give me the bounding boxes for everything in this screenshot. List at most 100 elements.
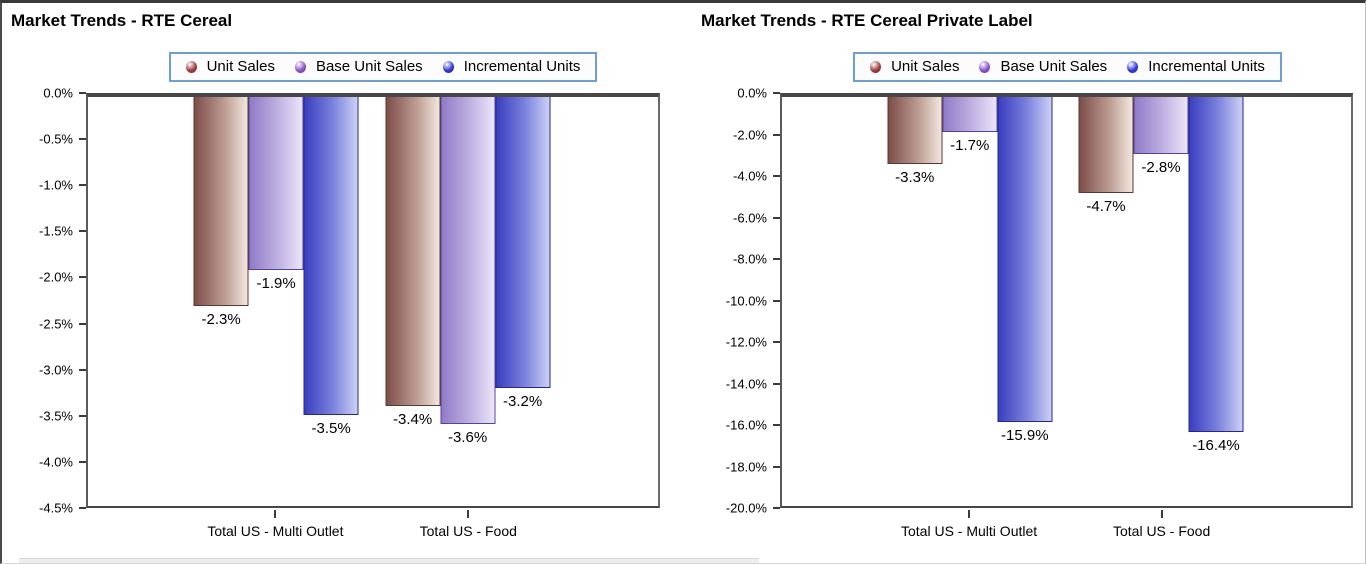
y-axis: 0.0% -0.5% -1.0% -1.5% -2.0% -2.5% -3.0% -3.5% -… [2, 86, 86, 516]
y-axis-tick-label: 0.0% [43, 85, 73, 101]
bar-incremental-units [1188, 97, 1244, 433]
y-axis-tick-mark [79, 414, 86, 417]
x-axis-tick-mark [467, 510, 470, 518]
chart-title: Market Trends - RTE Cereal Private Label [701, 11, 1033, 30]
y-axis-tick-label: -8.0% [733, 251, 767, 267]
y-axis-tick-mark [79, 507, 86, 509]
y-axis-tick-mark [79, 322, 86, 325]
y-axis-tick-label: -16.0% [725, 417, 767, 433]
y-axis-tick-mark [79, 276, 86, 279]
y-axis-tick-mark [773, 216, 780, 219]
legend-label: Unit Sales [206, 58, 275, 75]
legend-label: Base Unit Sales [1000, 58, 1108, 75]
bar-cell: -16.4% [1188, 97, 1244, 506]
legend-label: Base Unit Sales [315, 58, 423, 75]
legend: Unit Sales Base Unit Sales Incremental Uni… [853, 52, 1282, 82]
y-axis-tick-label: -0.5% [39, 131, 73, 147]
bar-value-label: -15.9% [1001, 427, 1049, 445]
y-axis-tick-mark [773, 133, 780, 136]
legend-item: Unit Sales [870, 58, 959, 75]
bar-group: -3.4% -3.6% -3.2% [385, 97, 551, 506]
y-axis-tick-mark [79, 184, 86, 187]
bar-value-label: -2.3% [201, 311, 241, 329]
y-axis-tick-label: -20.0% [725, 500, 767, 516]
bar-cell: -3.3% [887, 97, 943, 506]
bar-value-label: -3.4% [393, 411, 433, 429]
bar-base-unit-sales [1133, 97, 1189, 155]
y-axis: 0.0% -2.0% -4.0% -6.0% -8.0% -10.0% -12.0% -14.… [692, 86, 780, 516]
y-axis-tick-label: -4.0% [733, 168, 767, 184]
x-axis: Total US - Multi Outlet Total US - Food [86, 508, 660, 553]
bar-cell: -1.9% [248, 97, 304, 506]
y-axis-tick-label: -2.0% [39, 269, 73, 285]
bar-value-label: -1.9% [256, 274, 296, 292]
y-axis-tick-mark [773, 299, 780, 302]
legend-item: Incremental Units [1127, 58, 1265, 75]
bar-cell: -3.5% [303, 97, 359, 506]
x-axis-tick-mark [968, 510, 971, 518]
legend-item: Base Unit Sales [979, 58, 1107, 75]
chart-panel-rte-cereal: Market Trends - RTE Cereal Unit Sales Bas… [2, 3, 692, 563]
bar-cell: -3.6% [440, 97, 496, 506]
y-axis-tick-label: -14.0% [725, 376, 767, 391]
y-axis-tick-mark [79, 460, 86, 463]
y-axis-tick-label: -18.0% [725, 459, 767, 474]
bar-base-unit-sales [942, 97, 998, 132]
bar-value-label: -3.2% [503, 392, 543, 410]
x-axis-tick-mark [274, 510, 277, 518]
legend-item: Incremental Units [442, 58, 581, 75]
legend-series-dot-icon [442, 60, 454, 73]
chart-title: Market Trends - RTE Cereal [11, 11, 233, 30]
bar-group: -2.3% -1.9% -3.5% [193, 97, 359, 506]
bar-value-label: -3.5% [311, 420, 351, 438]
bar-value-label: -4.7% [1086, 198, 1126, 216]
y-axis-tick-label: -6.0% [733, 210, 767, 225]
legend-item: Base Unit Sales [294, 58, 423, 75]
x-axis-tick-mark [1160, 510, 1163, 518]
bar-value-label: -2.8% [1141, 159, 1181, 177]
legend-series-dot-icon [185, 60, 197, 73]
x-axis-category-label: Total US - Food [1112, 523, 1211, 539]
plot-area: -3.3% -1.7% -15.9% -4.7% -2.8% -16.4% [780, 93, 1353, 508]
y-axis-tick-mark [773, 175, 780, 177]
y-axis-tick-label: -12.0% [725, 334, 767, 350]
bar-cell: -3.2% [495, 97, 551, 506]
y-axis-tick-mark [79, 368, 86, 371]
bar-base-unit-sales [248, 97, 304, 270]
legend-series-dot-icon [870, 60, 882, 73]
bar-unit-sales [1078, 97, 1134, 194]
bar-cell: -15.9% [997, 97, 1053, 506]
y-axis-tick-mark [79, 138, 86, 141]
y-axis-tick-mark [773, 465, 780, 468]
y-axis-tick-label: -4.5% [39, 500, 73, 516]
bar-unit-sales [193, 97, 249, 307]
y-axis-tick-label: -2.0% [733, 127, 767, 142]
y-axis-tick-mark [773, 424, 780, 426]
bar-unit-sales [385, 97, 441, 407]
y-axis-tick-label: -1.5% [39, 223, 73, 239]
y-axis-tick-mark [773, 92, 780, 94]
bar-base-unit-sales [440, 97, 496, 425]
x-axis: Total US - Multi Outlet Total US - Food [780, 508, 1353, 553]
legend-series-dot-icon [1127, 60, 1139, 73]
y-axis-tick-mark [773, 382, 780, 385]
y-axis-tick-mark [773, 341, 780, 343]
bar-value-label: -3.6% [448, 429, 488, 447]
y-axis-tick-label: 0.0% [737, 85, 767, 101]
y-axis-tick-label: -1.0% [39, 177, 73, 193]
bar-group: -4.7% -2.8% -16.4% [1078, 97, 1244, 506]
legend-label: Unit Sales [891, 58, 960, 75]
y-axis-tick-mark [79, 92, 86, 94]
x-axis-category-label: Total US - Food [419, 523, 517, 539]
y-axis-tick-label: -2.5% [39, 316, 73, 332]
legend-label: Incremental Units [463, 58, 581, 75]
bar-cell: -4.7% [1078, 97, 1134, 506]
legend-series-dot-icon [294, 60, 306, 73]
y-axis-tick-label: -3.0% [39, 362, 73, 378]
bar-cell: -2.3% [193, 97, 249, 506]
bar-incremental-units [303, 97, 359, 416]
bar-incremental-units [997, 97, 1053, 423]
y-axis-tick-mark [79, 230, 86, 233]
y-axis-tick-label: -3.5% [39, 408, 73, 424]
